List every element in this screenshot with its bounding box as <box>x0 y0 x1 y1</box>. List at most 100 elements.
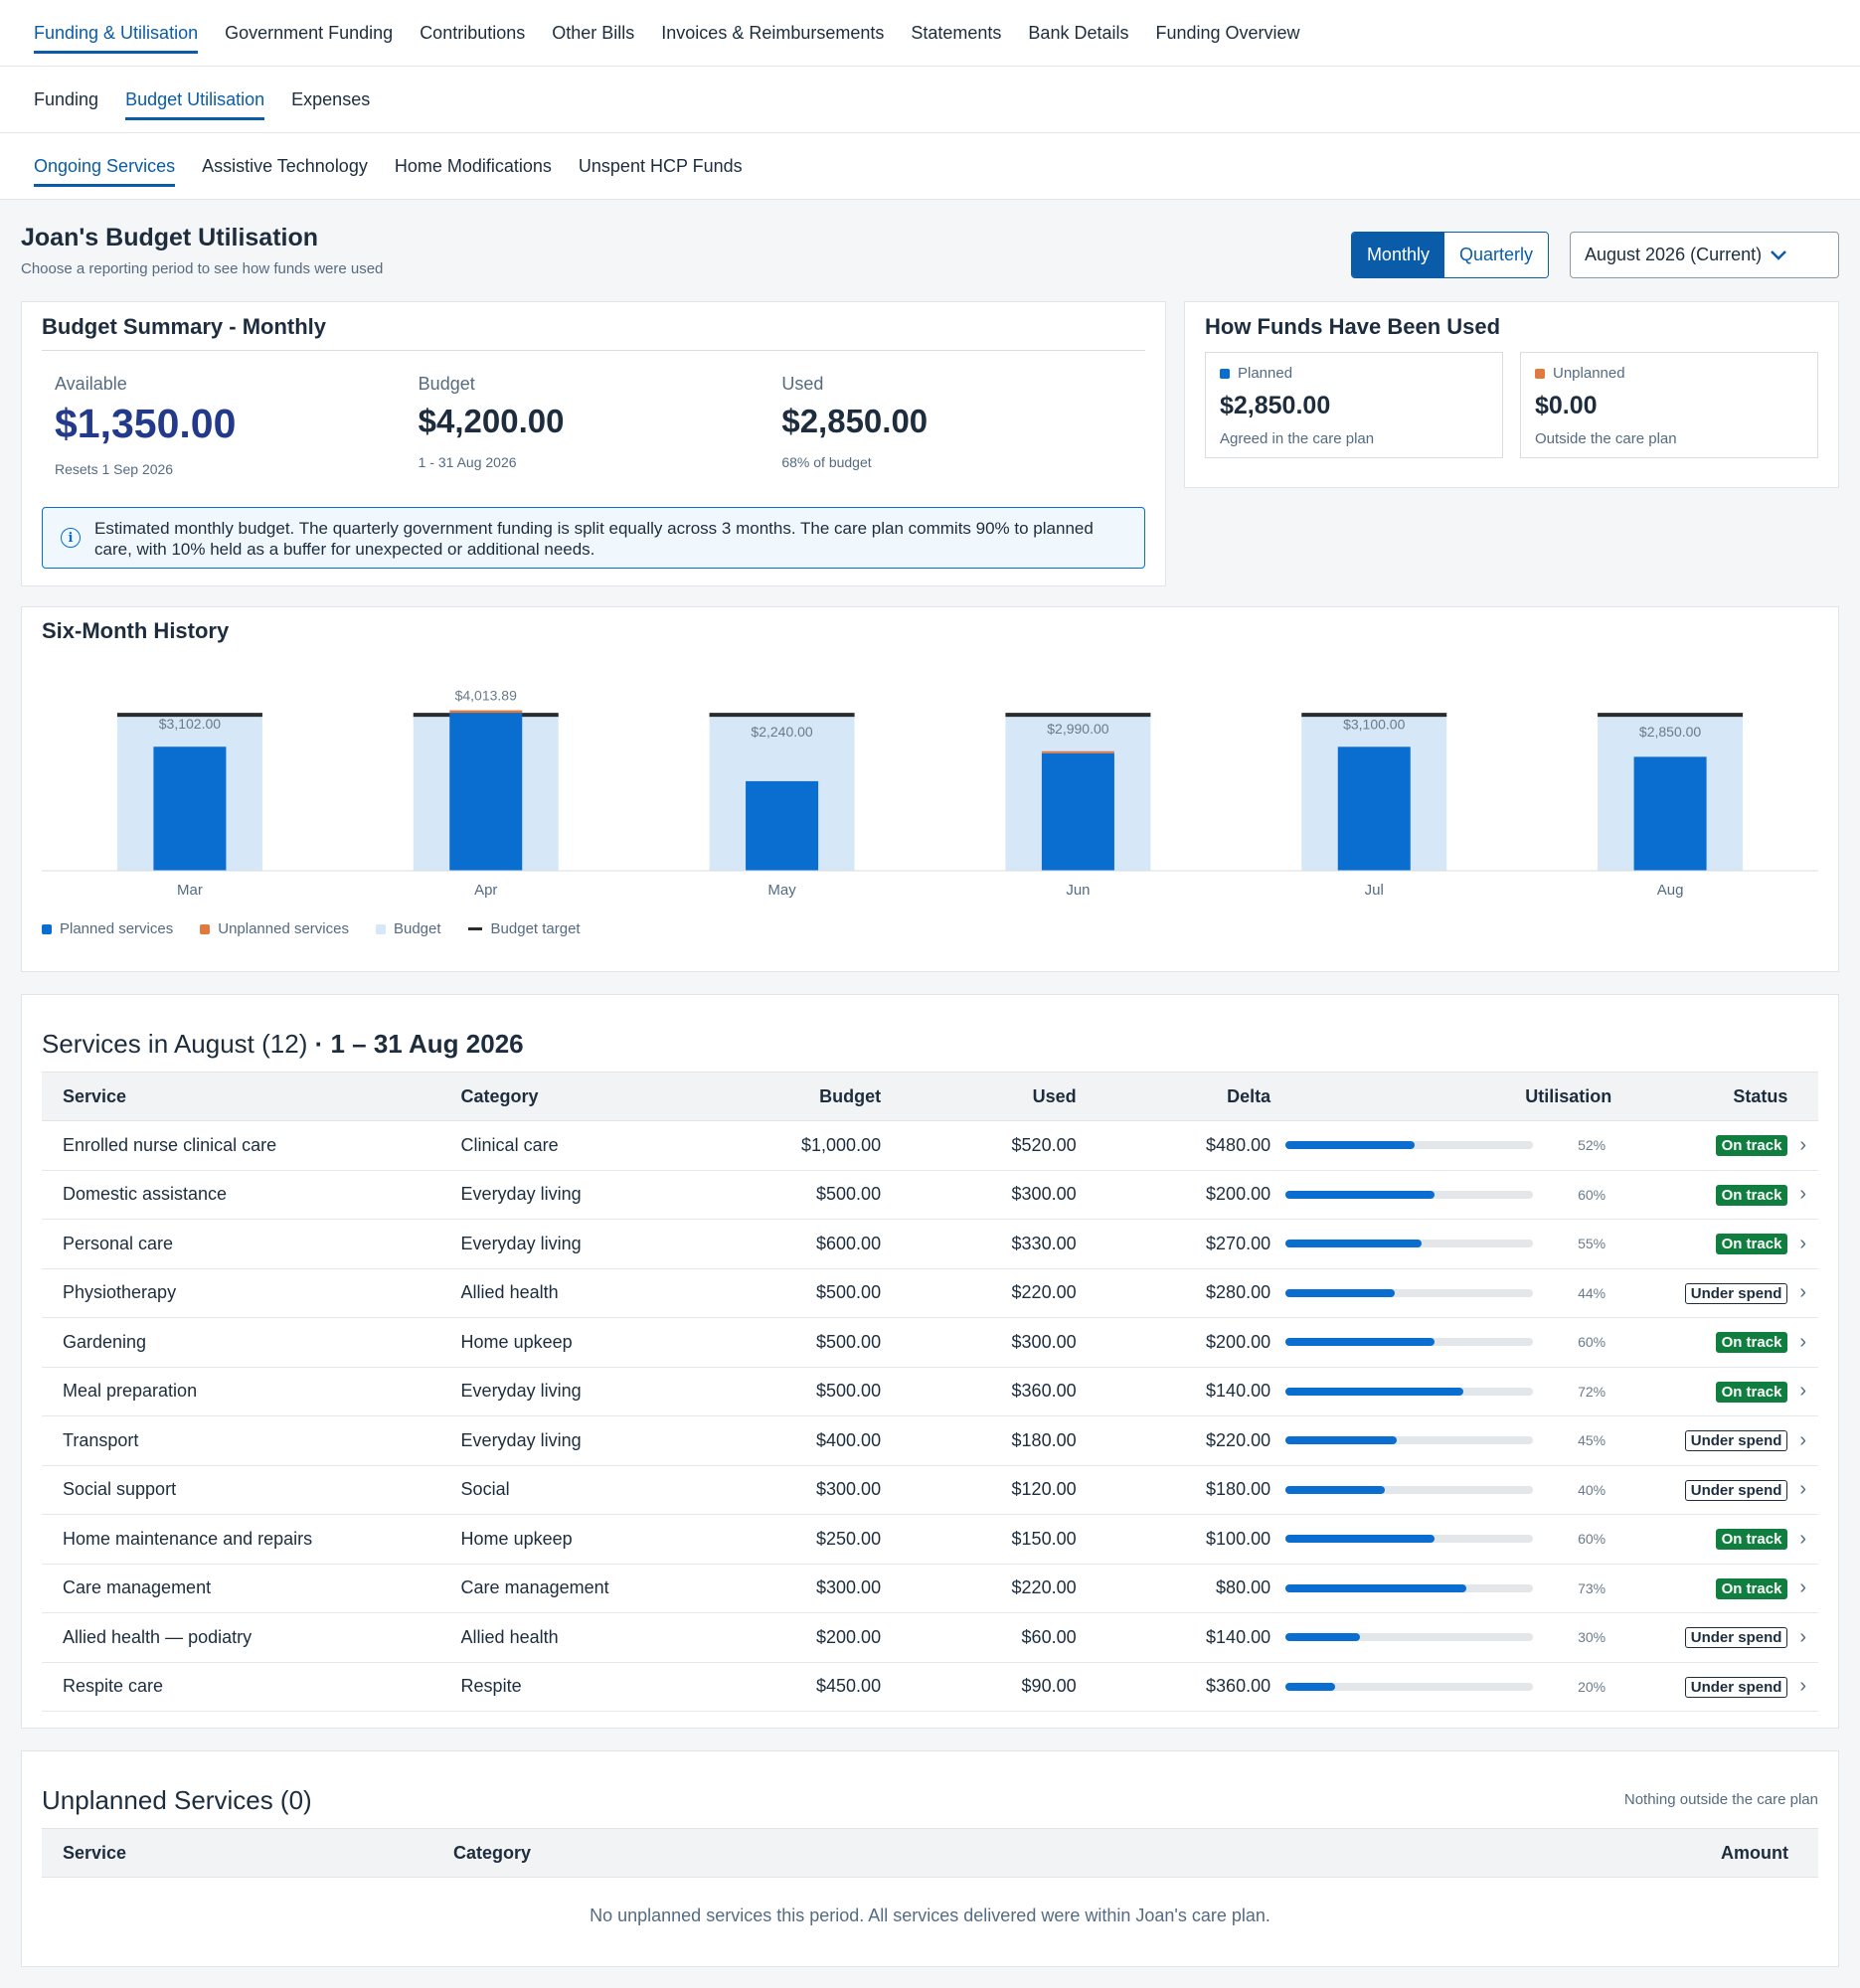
table-row[interactable]: Meal preparation Everyday living $500.00 $3… <box>42 1367 1818 1416</box>
col-budget[interactable]: Budget <box>683 1072 882 1121</box>
col-service[interactable]: Service <box>42 1072 461 1121</box>
planned-label: Planned <box>1238 365 1293 382</box>
table-row[interactable]: Care management Care management $300.00 $22… <box>42 1564 1818 1613</box>
table-row[interactable]: Respite care Respite $450.00 $90.00 $360.00 2… <box>42 1662 1818 1712</box>
table-row[interactable]: Transport Everyday living $400.00 $180.00 $2… <box>42 1415 1818 1466</box>
primary-tab-government-funding[interactable]: Government Funding <box>225 22 394 43</box>
cell-budget: $500.00 <box>683 1268 882 1318</box>
utilisation-bar <box>1285 1583 1534 1592</box>
primary-tab-bank-details[interactable]: Bank Details <box>1028 22 1129 43</box>
available-label: Available <box>55 374 127 394</box>
chevron-right-icon[interactable]: › <box>1787 1612 1818 1663</box>
status-badge: On track <box>1715 1529 1788 1551</box>
primary-tab-invoices-reimbursements[interactable]: Invoices & Reimbursements <box>661 22 885 43</box>
chevron-right-icon[interactable]: › <box>1787 1465 1818 1515</box>
cell-used: $180.00 <box>881 1415 1077 1466</box>
table-row[interactable]: Allied health — podiatry Allied health $20… <box>42 1612 1818 1663</box>
col-amount[interactable]: Amount <box>1058 1828 1818 1878</box>
utilisation-percent: 40% <box>1578 1481 1606 1498</box>
data-label: $2,240.00 <box>751 724 812 740</box>
planned-bar <box>746 780 819 871</box>
cell-utilisation: 40% <box>1270 1465 1612 1515</box>
utilisation-bar <box>1285 1682 1534 1691</box>
col-service[interactable]: Service <box>42 1828 453 1878</box>
chevron-right-icon[interactable]: › <box>1787 1219 1818 1269</box>
tertiary-tab-home-modifications[interactable]: Home Modifications <box>394 155 552 176</box>
utilisation-fill <box>1285 1240 1423 1248</box>
secondary-tab-budget-utilisation[interactable]: Budget Utilisation <box>125 67 265 132</box>
cell-used: $220.00 <box>881 1564 1077 1613</box>
chevron-right-icon[interactable]: › <box>1787 1268 1818 1318</box>
cell-delta: $140.00 <box>1076 1612 1271 1663</box>
data-label: $2,990.00 <box>1047 721 1108 737</box>
cell-category: Everyday living <box>460 1415 684 1466</box>
legend-budget: Budget <box>375 920 441 937</box>
primary-tab-statements[interactable]: Statements <box>911 22 1002 43</box>
chevron-right-icon[interactable]: › <box>1787 1120 1818 1171</box>
cell-utilisation: 60% <box>1270 1170 1612 1220</box>
budget-summary-title: Budget Summary - Monthly <box>42 302 1145 351</box>
status-badge: Under spend <box>1684 1430 1788 1452</box>
cell-category: Allied health <box>460 1268 684 1318</box>
col-utilisation[interactable]: Utilisation <box>1270 1072 1612 1121</box>
cell-utilisation: 44% <box>1270 1268 1612 1318</box>
monthly-button[interactable]: Monthly <box>1351 233 1444 277</box>
quarterly-button[interactable]: Quarterly <box>1443 233 1548 277</box>
tertiary-tab-ongoing-services[interactable]: Ongoing Services <box>34 133 176 199</box>
data-label: $3,102.00 <box>159 716 221 732</box>
primary-tab-contributions[interactable]: Contributions <box>420 22 526 43</box>
page-header: Joan's Budget Utilisation Choose a repor… <box>21 200 1839 301</box>
chevron-right-icon[interactable]: › <box>1787 1514 1818 1565</box>
col-delta[interactable]: Delta <box>1076 1072 1271 1121</box>
legend-target-swatch <box>467 927 482 930</box>
primary-nav: Funding & Utilisation Government Funding C… <box>0 0 1860 67</box>
primary-tab-funding-overview[interactable]: Funding Overview <box>1155 22 1300 43</box>
utilisation-percent: 44% <box>1578 1284 1606 1301</box>
cell-status: On track <box>1611 1564 1788 1613</box>
table-row[interactable]: Social support Social $300.00 $120.00 $180.0… <box>42 1465 1818 1515</box>
table-row[interactable]: Physiotherapy Allied health $500.00 $220.00… <box>42 1268 1818 1318</box>
col-category[interactable]: Category <box>460 1072 684 1121</box>
tertiary-tab-unspent-hcp-funds[interactable]: Unspent HCP Funds <box>578 155 743 176</box>
tertiary-tab-assistive-technology[interactable]: Assistive Technology <box>202 155 368 176</box>
secondary-tab-funding[interactable]: Funding <box>34 88 99 109</box>
table-row[interactable]: Gardening Home upkeep $500.00 $300.00 $200.0… <box>42 1317 1818 1368</box>
cell-used: $360.00 <box>881 1367 1077 1416</box>
table-row[interactable]: Home maintenance and repairs Home upkeep $… <box>42 1514 1818 1565</box>
cell-budget: $400.00 <box>683 1415 882 1466</box>
summary-row: Budget Summary - Monthly Available $1,35… <box>21 301 1839 586</box>
col-status[interactable]: Status <box>1611 1072 1788 1121</box>
cell-service: Personal care <box>42 1219 461 1269</box>
secondary-tab-expenses[interactable]: Expenses <box>291 88 371 109</box>
primary-tab-other-bills[interactable]: Other Bills <box>552 22 635 43</box>
utilisation-percent: 60% <box>1578 1186 1606 1203</box>
planned-swatch <box>1220 368 1230 379</box>
table-row[interactable]: Personal care Everyday living $600.00 $330.… <box>42 1219 1818 1269</box>
stat-budget: Budget $4,200.00 1 - 31 Aug 2026 <box>419 374 782 507</box>
table-row[interactable]: Enrolled nurse clinical care Clinical car… <box>42 1120 1818 1171</box>
cell-service: Social support <box>42 1465 461 1515</box>
status-badge: On track <box>1715 1332 1788 1354</box>
chevron-right-icon[interactable]: › <box>1787 1415 1818 1466</box>
page-title: Joan's Budget Utilisation <box>21 224 319 251</box>
chevron-right-icon[interactable]: › <box>1787 1564 1818 1613</box>
table-row[interactable]: Domestic assistance Everyday living $500.0… <box>42 1170 1818 1220</box>
chevron-right-icon[interactable]: › <box>1787 1317 1818 1368</box>
month-select[interactable]: August 2026 (Current) <box>1570 232 1839 278</box>
planned-bar <box>1041 752 1114 871</box>
legend-planned-label: Planned services <box>60 920 174 937</box>
primary-tab-funding-utilisation[interactable]: Funding & Utilisation <box>34 0 199 66</box>
chevron-right-icon[interactable]: › <box>1787 1170 1818 1220</box>
utilisation-percent: 55% <box>1578 1236 1606 1252</box>
col-used[interactable]: Used <box>881 1072 1077 1121</box>
cell-service: Transport <box>42 1415 461 1466</box>
col-category[interactable]: Category <box>453 1828 1059 1878</box>
utilisation-fill <box>1285 1288 1395 1297</box>
cell-service: Enrolled nurse clinical care <box>42 1120 461 1171</box>
cell-status: Under spend <box>1611 1662 1788 1712</box>
data-label: $3,100.00 <box>1343 716 1405 732</box>
chevron-right-icon[interactable]: › <box>1787 1367 1818 1416</box>
budget-stats: Available $1,350.00 Resets 1 Sep 2026 Bu… <box>42 351 1145 507</box>
utilisation-percent: 72% <box>1578 1383 1606 1400</box>
chevron-right-icon[interactable]: › <box>1787 1662 1818 1712</box>
